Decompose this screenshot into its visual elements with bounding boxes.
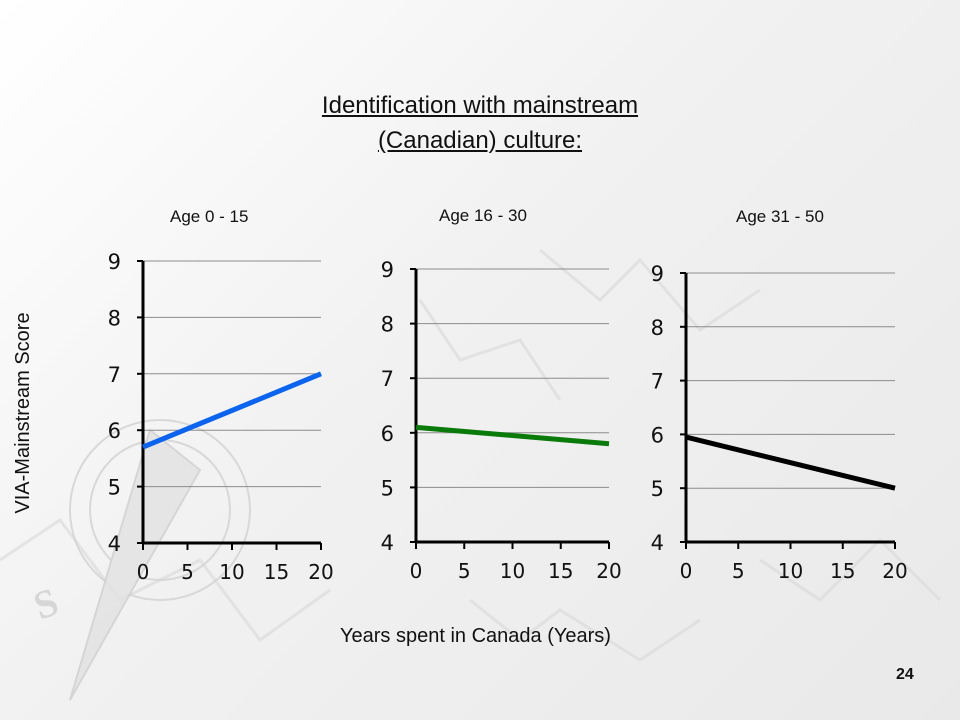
panel-title-age-31-50: Age 31 - 50 <box>736 207 824 226</box>
y-tick-label: 7 <box>381 367 394 391</box>
y-tick-label: 5 <box>108 476 121 500</box>
x-tick-label: 10 <box>500 559 525 583</box>
y-tick-label: 6 <box>651 423 664 447</box>
slide-title-line-2: (Canadian) culture: <box>377 127 583 154</box>
x-tick-label: 10 <box>219 560 244 584</box>
x-tick-label: 20 <box>596 559 621 583</box>
x-tick-label: 0 <box>410 559 423 583</box>
y-tick-label: 8 <box>651 316 664 340</box>
y-tick-label: 6 <box>108 419 121 443</box>
series-line <box>685 434 896 491</box>
x-tick-label: 10 <box>778 559 803 583</box>
page-number: 24 <box>896 666 914 683</box>
y-tick-label: 4 <box>381 531 394 555</box>
series-line <box>142 371 322 450</box>
x-tick-label: 5 <box>181 560 194 584</box>
y-tick-label: 4 <box>651 531 664 555</box>
panel-title-age-16-30: Age 16 - 30 <box>439 206 527 225</box>
x-tick-label: 15 <box>548 559 573 583</box>
x-tick-label: 0 <box>680 559 693 583</box>
y-tick-label: 9 <box>651 262 664 286</box>
y-tick-label: 5 <box>381 476 394 500</box>
y-tick-label: 8 <box>108 306 121 330</box>
x-tick-label: 5 <box>458 559 471 583</box>
series-line <box>415 424 610 447</box>
y-tick-label: 8 <box>381 313 394 337</box>
y-tick-label: 7 <box>651 370 664 394</box>
y-tick-label: 9 <box>381 258 394 282</box>
x-tick-label: 20 <box>308 560 333 584</box>
x-tick-label: 0 <box>137 560 150 584</box>
x-tick-label: 5 <box>732 559 745 583</box>
y-tick-label: 5 <box>651 477 664 501</box>
x-tick-label: 15 <box>830 559 855 583</box>
x-axis-label: Years spent in Canada (Years) <box>340 625 611 647</box>
y-tick-label: 9 <box>108 250 121 274</box>
y-tick-label: 7 <box>108 363 121 387</box>
y-tick-label: 6 <box>381 422 394 446</box>
x-tick-label: 20 <box>882 559 907 583</box>
x-tick-label: 15 <box>264 560 289 584</box>
slide-title-line-1: Identification with mainstream <box>321 92 639 119</box>
y-tick-label: 4 <box>108 532 121 556</box>
panel-title-age-0-15: Age 0 - 15 <box>170 207 249 226</box>
